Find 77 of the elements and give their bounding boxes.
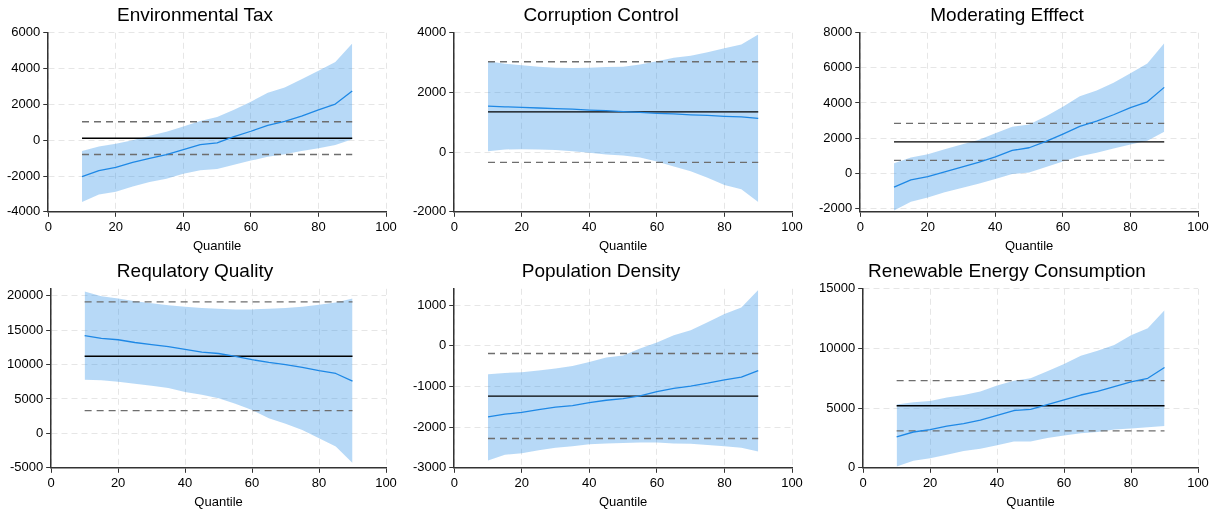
y-tick-label: 10000 (818, 340, 856, 356)
chart-title: Environmental Tax (117, 3, 274, 25)
y-tick-label: 10000 (6, 356, 44, 372)
y-tick-label: 0 (439, 143, 447, 159)
x-tick-label: 60 (649, 475, 665, 491)
x-axis-title: Quantile (1004, 237, 1054, 253)
y-tick-label: 6000 (11, 24, 41, 40)
chart-title: Corruption Control (523, 3, 679, 25)
x-tick-label: 60 (243, 219, 259, 235)
x-tick-label: 80 (717, 219, 732, 235)
y-tick-label: 1000 (417, 296, 447, 312)
y-tick-label: 0 (439, 337, 447, 353)
x-tick-label: 100 (375, 219, 397, 235)
y-tick-label: 2000 (11, 95, 41, 111)
y-tick-label: -5000 (9, 459, 44, 475)
x-tick-label: 40 (176, 219, 191, 235)
x-tick-label: 60 (1055, 219, 1071, 235)
x-tick-label: 100 (1187, 219, 1209, 235)
x-tick-label: 100 (375, 475, 397, 491)
x-tick-label: 80 (1123, 475, 1139, 491)
y-tick-label: 4000 (11, 60, 41, 76)
y-tick-label: 2000 (823, 129, 853, 145)
x-axis-title: Quantile (192, 237, 242, 253)
y-tick-label: 5000 (14, 390, 44, 406)
y-tick-label: -2000 (413, 418, 447, 434)
x-tick-label: 60 (1056, 475, 1072, 491)
y-tick-label: 0 (35, 424, 44, 440)
x-tick-label: 60 (649, 219, 665, 235)
x-tick-label: 20 (922, 475, 938, 491)
x-axis-title: Quantile (598, 493, 648, 509)
x-tick-label: 20 (110, 475, 126, 491)
x-tick-label: 40 (989, 475, 1005, 491)
x-axis-title: Quantile (194, 493, 243, 509)
y-tick-label: 8000 (823, 24, 853, 40)
x-tick-label: 20 (920, 219, 936, 235)
y-tick-label: -3000 (413, 459, 447, 475)
x-tick-label: 100 (1187, 475, 1209, 491)
x-tick-label: 40 (582, 219, 597, 235)
y-tick-label: 0 (845, 164, 853, 180)
y-tick-label: 2000 (417, 84, 447, 100)
x-tick-label: 80 (1123, 219, 1138, 235)
x-tick-label: 0 (450, 475, 458, 491)
x-tick-label: 20 (514, 219, 530, 235)
x-tick-label: 0 (450, 219, 458, 235)
y-tick-label: 0 (33, 131, 41, 147)
y-tick-label: 6000 (823, 59, 853, 75)
x-tick-label: 40 (582, 475, 597, 491)
x-tick-label: 0 (859, 475, 867, 491)
x-axis-title: Quantile (598, 237, 648, 253)
y-tick-label: 5000 (826, 399, 856, 415)
y-tick-label: 0 (847, 459, 856, 475)
chart-title: Moderating Efffect (930, 3, 1085, 25)
x-tick-label: 80 (311, 475, 327, 491)
x-tick-label: 60 (244, 475, 260, 491)
y-tick-label: 4000 (417, 24, 447, 40)
y-tick-label: -2000 (819, 199, 853, 215)
chart-title: Requlatory Quality (116, 259, 274, 281)
x-tick-label: 40 (988, 219, 1003, 235)
x-tick-label: 100 (781, 219, 803, 235)
y-tick-label: -4000 (7, 203, 41, 219)
chart-title: Population Density (521, 259, 681, 281)
y-tick-label: 20000 (6, 287, 44, 303)
x-tick-label: 0 (47, 475, 55, 491)
y-tick-label: -1000 (413, 378, 447, 394)
chart-title: Renewable Energy Consumption (868, 259, 1146, 281)
x-tick-label: 80 (311, 219, 326, 235)
x-tick-label: 20 (108, 219, 124, 235)
y-tick-label: 15000 (818, 280, 856, 296)
x-axis-title: Quantile (1006, 493, 1055, 509)
x-tick-label: 20 (514, 475, 530, 491)
x-tick-label: 80 (717, 475, 732, 491)
y-tick-label: 4000 (823, 94, 853, 110)
y-tick-label: 15000 (6, 321, 44, 337)
y-tick-label: -2000 (7, 167, 41, 183)
y-tick-label: -2000 (413, 203, 447, 219)
x-tick-label: 100 (781, 475, 803, 491)
x-tick-label: 40 (177, 475, 193, 491)
